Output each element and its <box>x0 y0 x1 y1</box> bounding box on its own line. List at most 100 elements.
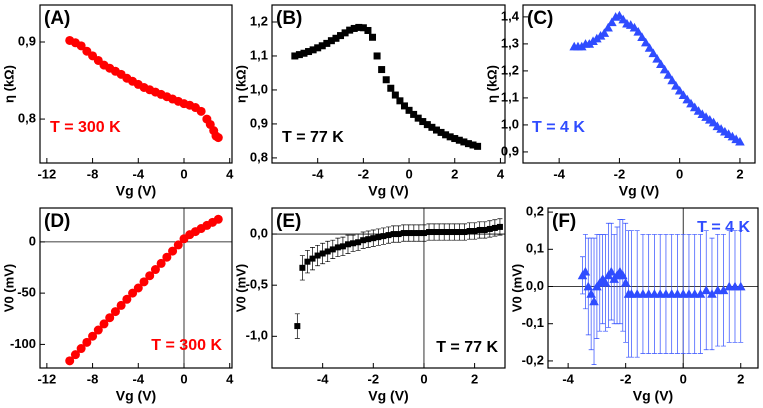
x-axis-label: Vg (V) <box>368 183 408 199</box>
y-axis-label: η (kΩ) <box>233 65 248 103</box>
y-axis-label: η (kΩ) <box>1 65 16 103</box>
y-tick-label: -1,0 <box>246 328 268 343</box>
data-point <box>332 34 340 42</box>
plot-frame <box>39 207 233 369</box>
data-point <box>168 246 178 256</box>
data-point <box>476 226 483 233</box>
x-tick-label: 0 <box>680 371 687 386</box>
data-point <box>295 51 303 59</box>
annotation: T = 4 K <box>697 219 750 236</box>
x-tick-label: -12 <box>37 166 56 181</box>
data-point <box>606 266 617 276</box>
data-point <box>323 39 331 47</box>
data-point <box>355 239 362 246</box>
data-point <box>644 43 655 52</box>
y-axis-label: V0 (mV) <box>233 264 248 312</box>
data-point <box>491 224 498 231</box>
x-tick-label: -8 <box>87 166 99 181</box>
data-point <box>300 49 308 57</box>
data-point <box>446 133 454 141</box>
panel-label: (A) <box>44 8 70 29</box>
x-tick-label: -4 <box>133 166 145 181</box>
data-point <box>428 123 436 131</box>
panel-label: (E) <box>276 211 301 232</box>
data-point <box>65 356 75 366</box>
x-tick-label: -2 <box>620 371 632 386</box>
data-point <box>373 52 381 60</box>
data-point <box>150 265 160 275</box>
data-point <box>466 228 473 235</box>
x-tick-label: -2 <box>358 166 370 181</box>
data-point <box>678 90 689 100</box>
data-point <box>481 226 488 233</box>
panel: -4 -2 0 2 4 0,8 0,9 1,0 1,1 1,2 Vg (V) η (kΩ) (B) T =… <box>233 4 506 199</box>
data-point <box>88 331 98 341</box>
data-point <box>173 240 183 250</box>
data-point <box>496 223 503 230</box>
data-point <box>341 29 349 37</box>
data-point <box>441 229 448 236</box>
data-point <box>735 281 746 291</box>
data-point <box>400 230 407 237</box>
data-point <box>350 240 357 247</box>
data-point <box>318 42 326 50</box>
data-point <box>355 23 363 31</box>
data-point <box>314 252 321 259</box>
data-point <box>82 337 92 347</box>
data-point <box>442 131 450 139</box>
data-point <box>637 32 647 41</box>
plot-frame <box>271 207 506 369</box>
data-point <box>304 258 311 265</box>
x-tick-label: 2 <box>736 166 743 181</box>
data-point <box>426 229 433 236</box>
data-point <box>640 37 651 47</box>
data-point <box>420 230 427 237</box>
data-point <box>299 264 306 271</box>
data-point <box>334 244 341 251</box>
data-point <box>329 246 336 253</box>
y-tick-label: -0,5 <box>246 277 268 292</box>
data-point <box>344 241 351 248</box>
y-tick-label: 0,0 <box>250 226 268 241</box>
x-tick-label: -2 <box>368 371 380 386</box>
data-point <box>380 233 387 240</box>
data-point <box>122 294 132 304</box>
x-tick-label: 4 <box>226 371 234 386</box>
data-point <box>486 225 493 232</box>
data-point <box>213 133 223 143</box>
y-tick-label: -0,2 <box>522 352 544 367</box>
data-point <box>667 75 677 85</box>
data-point <box>382 76 390 84</box>
y-tick-label: 1,3 <box>501 35 519 50</box>
data-point <box>431 229 438 236</box>
x-tick-label: 0 <box>180 166 187 181</box>
data-point <box>339 243 346 250</box>
annotation: T = 4 K <box>532 119 585 136</box>
data-point <box>391 91 399 99</box>
data-point <box>471 228 478 235</box>
data-point <box>350 24 358 32</box>
x-tick-label: 0 <box>420 371 427 386</box>
y-tick-label: 1,1 <box>501 89 519 104</box>
y-tick-label: 0,9 <box>250 115 268 130</box>
x-axis-label: Vg (V) <box>368 388 408 404</box>
data-point <box>76 41 86 51</box>
data-point <box>423 121 431 129</box>
data-point <box>663 70 674 79</box>
data-point <box>455 136 463 144</box>
data-point <box>375 234 382 241</box>
y-tick-label: 0,2 <box>526 204 544 219</box>
data-point <box>652 53 662 63</box>
data-point <box>464 140 472 148</box>
x-tick-label: -12 <box>37 371 56 386</box>
data-point <box>105 313 115 323</box>
data-point <box>718 285 729 295</box>
x-tick-label: -8 <box>87 371 99 386</box>
panel-label: (C) <box>527 8 553 29</box>
data-point <box>432 126 440 134</box>
data-point <box>70 350 80 360</box>
data-point <box>314 44 322 52</box>
panel: -4 -2 0 2 -0,2 -0,1 0,0 0,1 0,2 Vg (V) V0 (mV) (F) T… <box>509 204 759 404</box>
data-point <box>461 229 468 236</box>
data-point <box>400 102 408 110</box>
